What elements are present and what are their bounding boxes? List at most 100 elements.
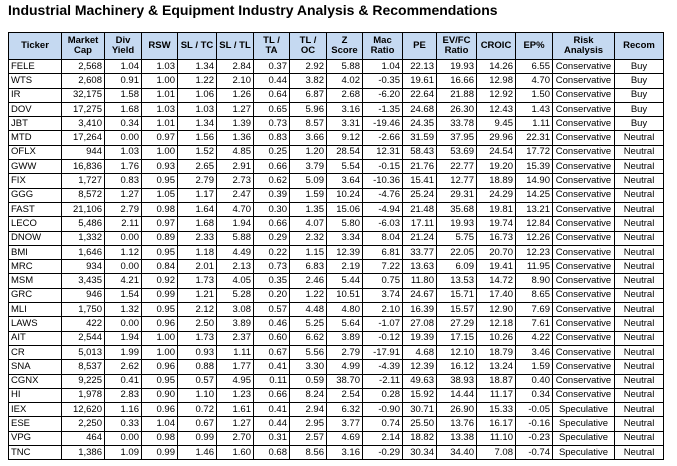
table-cell: 19.81 xyxy=(476,201,516,218)
table-cell: 7.08 xyxy=(476,445,516,461)
table-cell: -4.39 xyxy=(362,359,403,375)
table-cell: 0.66 xyxy=(253,387,290,404)
table-cell: Conservative xyxy=(552,173,615,189)
table-row: LECO 5,486 2.11 0.97 1.68 1.94 0.66 4.07 5.80 -6.… xyxy=(8,216,664,232)
table-cell: 1.16 xyxy=(104,402,142,418)
table-cell: 1.10 xyxy=(177,387,217,404)
column-header: CROIC xyxy=(476,32,516,60)
table-cell: 0.95 xyxy=(141,302,178,318)
table-cell: 12.18 xyxy=(476,316,516,332)
table-cell: 0.83 xyxy=(104,173,142,189)
table-cell: 0.62 xyxy=(253,173,290,189)
table-cell: 8.65 xyxy=(515,287,553,304)
table-cell: 13.38 xyxy=(436,430,477,447)
table-row: IEX 12,620 1.16 0.96 0.72 1.61 0.41 2.94 6.32 -0.… xyxy=(8,402,664,418)
table-cell: 1.01 xyxy=(141,116,178,132)
table-cell: 12.84 xyxy=(515,216,553,232)
table-row: DNOW 1,332 0.00 0.89 2.33 5.88 0.29 2.32 3.34 8.0… xyxy=(8,230,664,246)
table-cell: 3.64 xyxy=(326,173,363,189)
table-cell: 0.67 xyxy=(253,344,290,361)
table-cell: 10.51 xyxy=(326,287,363,304)
table-cell: 4.70 xyxy=(216,201,254,218)
table-cell: 12.43 xyxy=(476,101,516,118)
column-header: PE xyxy=(402,32,437,60)
table-cell: 33.78 xyxy=(436,116,477,132)
table-cell: 1.73 xyxy=(177,330,217,346)
table-cell: -1.07 xyxy=(362,316,403,332)
table-cell: Neutral xyxy=(614,430,664,447)
table-cell: Conservative xyxy=(552,373,615,389)
table-cell: Neutral xyxy=(614,416,664,432)
table-cell: 6.32 xyxy=(326,402,363,418)
table-cell: 1.15 xyxy=(289,244,327,261)
table-cell: 0.84 xyxy=(141,259,178,275)
table-cell: 2.32 xyxy=(289,230,327,246)
table-cell: 25.24 xyxy=(402,187,437,203)
table-row: MTD 17,264 0.00 0.97 1.56 1.36 0.83 3.66 9.12 -2.… xyxy=(8,130,664,146)
table-cell: 2.54 xyxy=(326,387,363,404)
table-row: MLI 1,750 1.32 0.95 2.12 3.08 0.57 4.48 4.80 2.10… xyxy=(8,302,664,318)
table-cell: 24.54 xyxy=(476,144,516,161)
table-cell: 1.27 xyxy=(104,187,142,203)
table-cell: 1.27 xyxy=(216,416,254,432)
table-cell: 1.77 xyxy=(216,359,254,375)
table-cell: 32,175 xyxy=(61,87,105,103)
table-cell: Neutral xyxy=(614,187,664,203)
table-cell: DNOW xyxy=(8,230,62,246)
table-cell: 3.66 xyxy=(289,130,327,146)
table-cell: 1.03 xyxy=(177,101,217,118)
table-cell: 0.95 xyxy=(141,244,178,261)
table-row: GRC 946 1.54 0.99 1.21 5.28 0.20 1.22 10.51 3.74 2… xyxy=(8,287,664,304)
table-cell: Neutral xyxy=(614,287,664,304)
table-cell: 14.72 xyxy=(476,273,516,289)
table-cell: Conservative xyxy=(552,316,615,332)
column-header: Market Cap xyxy=(61,32,105,60)
table-cell: 2.79 xyxy=(177,173,217,189)
table-cell: 1.00 xyxy=(141,330,178,346)
table-cell: Conservative xyxy=(552,87,615,103)
table-cell: 14.25 xyxy=(515,187,553,203)
table-row: FIX 1,727 0.83 0.95 2.79 2.73 0.62 5.09 3.64 -10.… xyxy=(8,173,664,189)
table-cell: -0.16 xyxy=(515,416,553,432)
table-cell: 0.89 xyxy=(141,230,178,246)
table-cell: 1.00 xyxy=(141,144,178,161)
table-row: OFLX 944 1.03 1.00 1.52 4.85 0.25 1.20 28.54 12.3… xyxy=(8,144,664,161)
table-cell: 19.93 xyxy=(436,216,477,232)
table-cell: MSM xyxy=(8,273,62,289)
table-cell: -0.12 xyxy=(362,330,403,346)
column-header: Recom xyxy=(614,32,664,60)
table-cell: 3.34 xyxy=(326,230,363,246)
table-cell: 24.68 xyxy=(402,101,437,118)
table-cell: 4.05 xyxy=(216,273,254,289)
table-cell: -1.35 xyxy=(362,101,403,118)
table-cell: Conservative xyxy=(552,230,615,246)
table-cell: -2.66 xyxy=(362,130,403,146)
table-cell: 13.21 xyxy=(515,201,553,218)
table-cell: Neutral xyxy=(614,316,664,332)
table-cell: 21.48 xyxy=(402,201,437,218)
table-cell: 464 xyxy=(61,430,105,447)
table-cell: 7.69 xyxy=(515,302,553,318)
table-cell: 13.76 xyxy=(436,416,477,432)
table-cell: Conservative xyxy=(552,201,615,218)
table-cell: 1.50 xyxy=(515,87,553,103)
table-cell: 12.31 xyxy=(362,144,403,161)
table-cell: 21.76 xyxy=(402,159,437,175)
table-cell: Neutral xyxy=(614,344,664,361)
column-header: Risk Analysis xyxy=(552,32,615,60)
table-cell: Conservative xyxy=(552,259,615,275)
table-cell: 4.68 xyxy=(402,344,437,361)
table-cell: 0.99 xyxy=(141,287,178,304)
table-cell: 0.46 xyxy=(253,316,290,332)
table-cell: 2.79 xyxy=(104,201,142,218)
table-cell: Buy xyxy=(614,87,664,103)
table-cell: 934 xyxy=(61,259,105,275)
table-cell: 17,264 xyxy=(61,130,105,146)
table-row: LAWS 422 0.00 0.96 2.50 3.89 0.46 5.25 5.64 -1.07… xyxy=(8,316,664,332)
table-cell: 5.28 xyxy=(216,287,254,304)
table-cell: 0.98 xyxy=(141,430,178,447)
table-cell: 5.80 xyxy=(326,216,363,232)
table-cell: 1.76 xyxy=(104,159,142,175)
table-cell: 1.03 xyxy=(141,101,178,118)
table-cell: 35.68 xyxy=(436,201,477,218)
